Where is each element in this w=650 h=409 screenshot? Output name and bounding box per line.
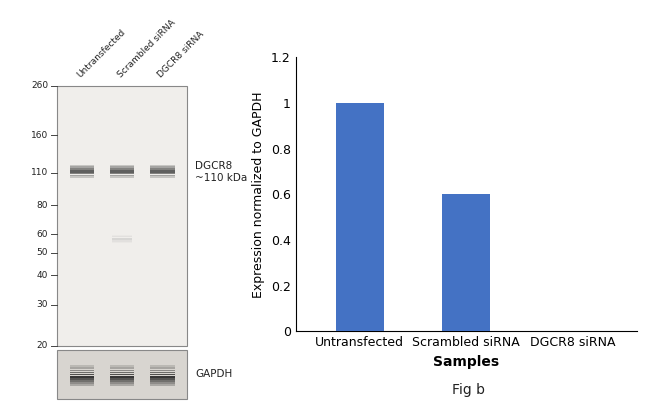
- Bar: [111, 378, 134, 380]
- Text: 160: 160: [31, 130, 48, 139]
- Bar: [57, 350, 187, 399]
- Bar: [111, 171, 134, 173]
- Bar: [111, 380, 134, 382]
- Bar: [70, 378, 94, 380]
- Bar: [151, 384, 174, 386]
- Bar: [111, 170, 134, 171]
- Bar: [70, 173, 94, 174]
- Bar: [70, 171, 94, 173]
- Bar: [111, 168, 134, 169]
- Text: Fig b: Fig b: [452, 383, 484, 397]
- Bar: [111, 384, 134, 386]
- Bar: [151, 175, 174, 176]
- Text: 30: 30: [36, 300, 48, 309]
- Bar: [151, 374, 174, 375]
- Bar: [70, 380, 94, 382]
- Bar: [112, 242, 132, 243]
- Bar: [112, 235, 132, 236]
- Bar: [70, 371, 94, 373]
- Text: 110: 110: [31, 169, 48, 178]
- Bar: [151, 176, 174, 178]
- Bar: [112, 240, 132, 242]
- Text: Untransfected: Untransfected: [75, 28, 127, 80]
- Bar: [111, 367, 134, 369]
- Bar: [111, 176, 134, 178]
- Bar: [70, 375, 94, 378]
- Bar: [70, 165, 94, 166]
- Bar: [151, 166, 174, 168]
- Bar: [151, 378, 174, 380]
- Bar: [111, 375, 134, 378]
- Text: 60: 60: [36, 230, 48, 239]
- Y-axis label: Expression normalized to GAPDH: Expression normalized to GAPDH: [252, 91, 265, 297]
- Bar: [70, 168, 94, 169]
- Bar: [151, 382, 174, 384]
- Bar: [151, 165, 174, 166]
- Bar: [112, 238, 132, 239]
- Text: 80: 80: [36, 201, 48, 210]
- Bar: [111, 382, 134, 384]
- Bar: [111, 166, 134, 168]
- Bar: [112, 236, 132, 237]
- Bar: [443, 194, 490, 331]
- Bar: [151, 171, 174, 173]
- X-axis label: Samples: Samples: [434, 355, 499, 369]
- Bar: [151, 375, 174, 378]
- Bar: [112, 239, 132, 240]
- Bar: [151, 173, 174, 174]
- Bar: [70, 175, 94, 176]
- Bar: [111, 370, 134, 371]
- Bar: [70, 374, 94, 375]
- Bar: [151, 367, 174, 369]
- Bar: [151, 370, 174, 371]
- Text: DGCR8
~110 kDa: DGCR8 ~110 kDa: [195, 161, 247, 183]
- Bar: [111, 173, 134, 174]
- Text: 40: 40: [36, 271, 48, 280]
- Bar: [111, 175, 134, 176]
- Text: 20: 20: [36, 341, 48, 350]
- Bar: [70, 176, 94, 178]
- Bar: [151, 366, 174, 367]
- Bar: [111, 366, 134, 367]
- Bar: [111, 371, 134, 373]
- Bar: [70, 367, 94, 369]
- Text: GAPDH: GAPDH: [195, 369, 232, 379]
- Bar: [57, 86, 187, 346]
- Bar: [111, 165, 134, 166]
- Text: 260: 260: [31, 81, 48, 90]
- Bar: [70, 384, 94, 386]
- Text: 50: 50: [36, 248, 48, 257]
- Bar: [111, 374, 134, 375]
- Bar: [151, 168, 174, 169]
- Bar: [151, 371, 174, 373]
- Text: DGCR8 siRNA: DGCR8 siRNA: [156, 30, 206, 80]
- Bar: [336, 103, 384, 331]
- Bar: [151, 170, 174, 171]
- Bar: [151, 380, 174, 382]
- Bar: [70, 170, 94, 171]
- Bar: [70, 366, 94, 367]
- Bar: [70, 370, 94, 371]
- Bar: [70, 166, 94, 168]
- Bar: [70, 382, 94, 384]
- Text: Scrambled siRNA: Scrambled siRNA: [116, 18, 177, 80]
